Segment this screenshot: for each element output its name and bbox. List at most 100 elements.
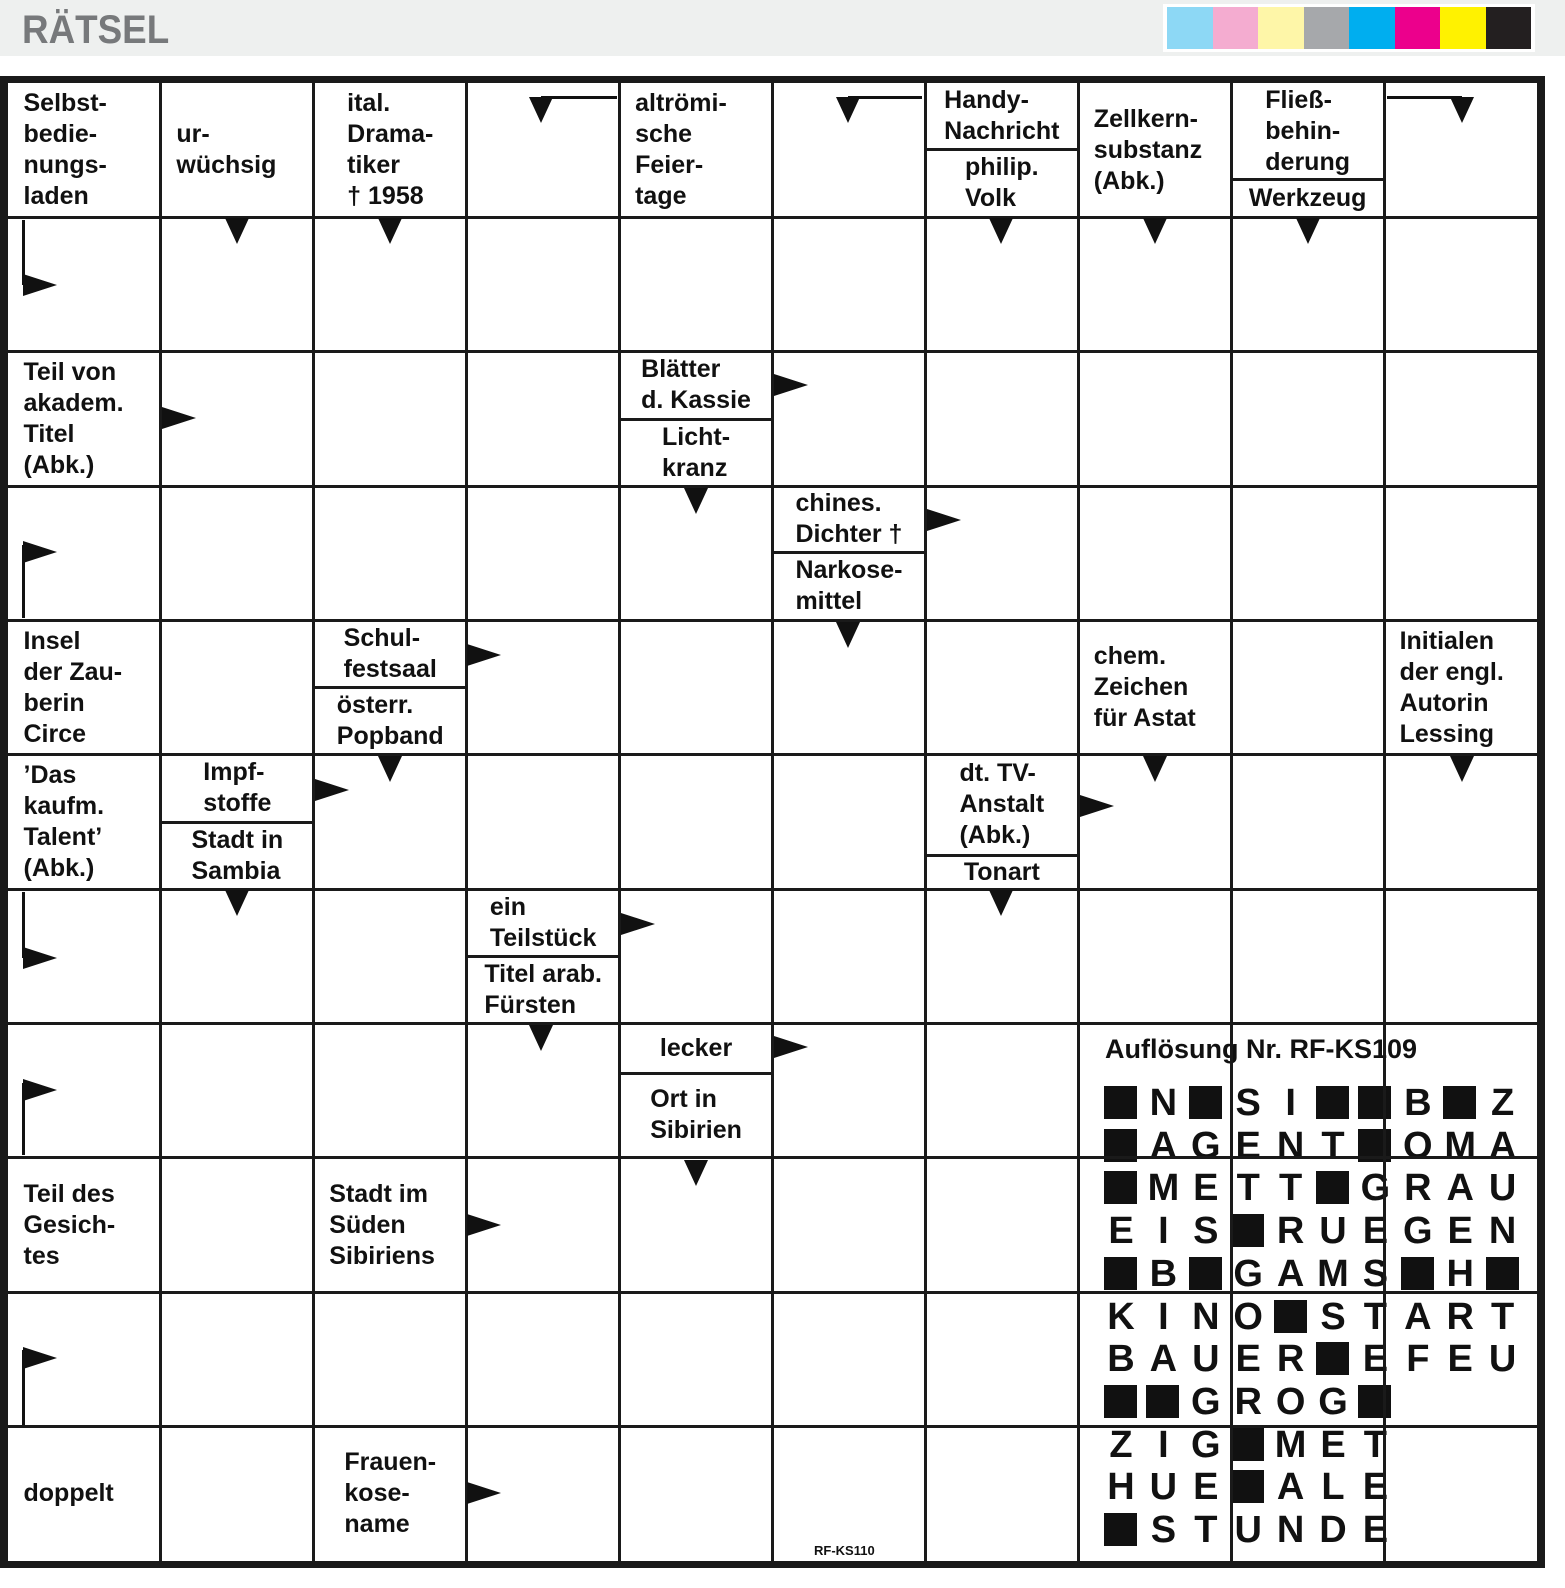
arrow-stem [22,220,25,285]
solution-letter: A [1149,1338,1178,1381]
solution-letter: M [1274,1423,1307,1466]
black-square [1231,1214,1265,1248]
solution-letter: E [1362,1466,1389,1509]
arrow-down-icon [1450,97,1474,123]
grid-line-vertical [923,83,927,1561]
clue-divider [1232,177,1383,181]
grid-line-horizontal [8,618,1537,622]
clue-cell: Teil von akadem. Titel (Abk.) [9,353,160,485]
solution-letter: E [1235,1124,1261,1167]
clue-divider [621,1071,771,1075]
black-square [1188,1086,1222,1119]
solution-letter: E [1447,1210,1473,1253]
solution-letter: Z [1490,1082,1515,1124]
solution-letter: B [1107,1338,1135,1381]
arrow-right-icon [467,1214,501,1236]
solution-letter: T [1363,1423,1387,1466]
arrow-down-icon [529,1025,553,1051]
clue-cell-bottom: Titel arab. Fürsten [468,957,619,1023]
clue-cell-bottom: österr. Popband [315,688,466,754]
solution-letter: M [1317,1252,1349,1295]
grid-line-vertical [312,83,316,1561]
solution-letter: N [1149,1082,1178,1124]
grid-line-horizontal [8,1022,1537,1026]
grid-line-horizontal [8,484,1537,488]
solution-letter: U [1149,1466,1178,1509]
arrow-right-icon [23,1347,57,1369]
solution-letter: U [1192,1338,1220,1381]
solution-letter: E [1108,1210,1134,1253]
clue-cell-bottom: Stadt in Sambia [162,823,313,888]
solution-letter: S [1320,1295,1346,1338]
arrow-down-icon [378,218,402,244]
clue-cell: Stadt im Süden Sibiriens [315,1159,466,1291]
arrow-stem [22,545,25,618]
grid-line-horizontal [8,1156,1537,1160]
solution-letter: O [1275,1380,1306,1423]
solution-letter: A [1488,1124,1517,1167]
clue-cell-bottom: Werkzeug [1232,180,1383,216]
grid-line-horizontal [8,1425,1537,1429]
arrow-stem [22,1350,25,1425]
black-square [1231,1427,1265,1461]
solution-letter: S [1193,1210,1219,1253]
solution-letter: T [1236,1167,1260,1210]
arrow-down-icon [1143,756,1167,782]
arrow-down-icon [529,97,553,123]
solution-letter: E [1447,1338,1473,1381]
black-square [1316,1171,1349,1205]
solution-letter: R [1276,1338,1305,1381]
solution-letter: T [1363,1295,1387,1338]
clue-divider [774,550,924,554]
solution-letter: S [1362,1252,1389,1295]
clue-cell-bottom: Ort in Sibirien [621,1074,771,1157]
black-square [1104,1384,1137,1418]
clue-cell-top: Blätter d. Kassie [621,353,771,418]
color-swatch [1394,7,1440,49]
color-calibration-bar [1163,4,1535,52]
solution-letter: A [1149,1124,1178,1167]
clue-cell: Insel der Zau- berin Circe [9,621,160,754]
black-square [1104,1171,1137,1205]
solution-letter: M [1147,1167,1180,1210]
clue-cell: Initialen der engl. Autorin Lessing [1385,621,1536,754]
black-square [1400,1256,1434,1290]
grid-line-horizontal [8,753,1537,757]
puzzle-code: RF-KS110 [814,1543,875,1558]
solution-letter: G [1360,1167,1391,1210]
color-swatch [1212,7,1258,49]
solution-letter: B [1149,1252,1178,1295]
clue-cell-top: Schul- festsaal [315,621,466,686]
grid-line-vertical [1382,83,1386,1561]
solution-letter: D [1319,1509,1347,1551]
black-square [1485,1256,1519,1290]
clue-cell-top: Fließ- behin- derung [1232,84,1383,178]
arrow-down-icon [225,890,249,916]
solution-letter: U [1488,1167,1517,1210]
black-square [1443,1086,1477,1119]
clue-cell-bottom: Tonart [926,856,1077,888]
solution-letter: E [1235,1338,1261,1381]
clue-cell-top: chines. Dichter † [774,487,924,551]
solution-letter: A [1446,1167,1474,1210]
clue-cell: altrömi- sche Feier- tage [621,84,771,216]
clue-divider [621,417,771,421]
clue-cell: Zellkern- substanz (Abk.) [1079,84,1230,216]
black-square [1231,1470,1265,1504]
grid-line-vertical [465,83,469,1561]
arrow-stem [1387,96,1462,99]
clue-cell-bottom: philip. Volk [926,150,1077,216]
clue-cell: ’Das kaufm. Talent’ (Abk.) [9,756,160,888]
arrow-right-icon [23,947,57,969]
solution-letter: G [1191,1380,1221,1423]
clue-divider [926,853,1077,857]
clue-cell: Frauen- kose- name [315,1428,466,1560]
solution-letter: E [1193,1167,1219,1210]
